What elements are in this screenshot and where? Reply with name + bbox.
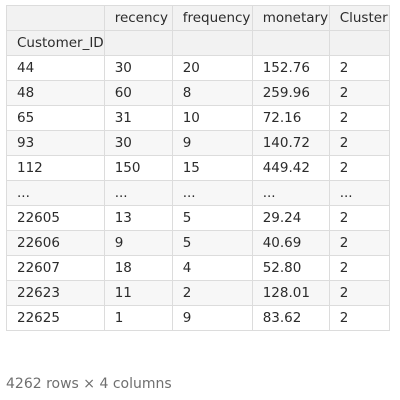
recency-cell: 11 (103, 280, 173, 306)
row-index-cell: 22623 (6, 280, 105, 306)
row-index-cell: 112 (6, 155, 105, 181)
table-row: 22605 13 5 29.24 2 (6, 205, 390, 231)
dataframe-table: recency frequency monetary Cluster Custo… (6, 5, 390, 331)
table-body: 44 30 20 152.76 2 48 60 8 259.96 2 65 31 10 72.16 2 93 3… (6, 55, 390, 331)
frequency-cell: 2 (171, 280, 253, 306)
table-row: 112 150 15 449.42 2 (6, 155, 390, 181)
table-row: 22606 9 5 40.69 2 (6, 230, 390, 256)
empty-cell (251, 30, 330, 56)
cluster-cell: 2 (328, 155, 390, 181)
frequency-cell: ... (171, 180, 253, 206)
monetary-cell: 52.80 (251, 255, 330, 281)
monetary-cell: 140.72 (251, 130, 330, 156)
index-name-row: Customer_ID (6, 30, 390, 56)
recency-cell: 18 (103, 255, 173, 281)
monetary-cell: 83.62 (251, 305, 330, 331)
row-index-cell: ... (6, 180, 105, 206)
column-header-cluster: Cluster (328, 5, 390, 31)
frequency-cell: 4 (171, 255, 253, 281)
cluster-cell: 2 (328, 55, 390, 81)
monetary-cell: 40.69 (251, 230, 330, 256)
table-row: 22623 11 2 128.01 2 (6, 280, 390, 306)
cluster-cell: 2 (328, 230, 390, 256)
cluster-cell: ... (328, 180, 390, 206)
header-corner-cell (6, 5, 105, 31)
empty-cell (103, 30, 173, 56)
row-index-cell: 65 (6, 105, 105, 131)
recency-cell: 150 (103, 155, 173, 181)
recency-cell: 60 (103, 80, 173, 106)
column-header-recency: recency (103, 5, 173, 31)
recency-cell: 31 (103, 105, 173, 131)
monetary-cell: 449.42 (251, 155, 330, 181)
row-index-cell: 22606 (6, 230, 105, 256)
monetary-cell: 259.96 (251, 80, 330, 106)
shape-summary: 4262 rows × 4 columns (6, 376, 172, 392)
recency-cell: 9 (103, 230, 173, 256)
frequency-cell: 9 (171, 130, 253, 156)
frequency-cell: 20 (171, 55, 253, 81)
column-header-frequency: frequency (171, 5, 253, 31)
column-header-monetary: monetary (251, 5, 330, 31)
cluster-cell: 2 (328, 280, 390, 306)
frequency-cell: 9 (171, 305, 253, 331)
row-index-cell: 48 (6, 80, 105, 106)
row-index-cell: 44 (6, 55, 105, 81)
recency-cell: 30 (103, 55, 173, 81)
row-index-cell: 93 (6, 130, 105, 156)
index-name: Customer_ID (6, 30, 105, 56)
table-row: ............... (6, 180, 390, 206)
recency-cell: ... (103, 180, 173, 206)
monetary-cell: 29.24 (251, 205, 330, 231)
cluster-cell: 2 (328, 305, 390, 331)
monetary-cell: 152.76 (251, 55, 330, 81)
frequency-cell: 5 (171, 205, 253, 231)
cluster-cell: 2 (328, 105, 390, 131)
cluster-cell: 2 (328, 130, 390, 156)
table-row: 44 30 20 152.76 2 (6, 55, 390, 81)
frequency-cell: 5 (171, 230, 253, 256)
monetary-cell: ... (251, 180, 330, 206)
cluster-cell: 2 (328, 80, 390, 106)
recency-cell: 30 (103, 130, 173, 156)
frequency-cell: 10 (171, 105, 253, 131)
table-row: 93 30 9 140.72 2 (6, 130, 390, 156)
row-index-cell: 22607 (6, 255, 105, 281)
table-row: 65 31 10 72.16 2 (6, 105, 390, 131)
recency-cell: 13 (103, 205, 173, 231)
row-index-cell: 22605 (6, 205, 105, 231)
frequency-cell: 15 (171, 155, 253, 181)
table-row: 48 60 8 259.96 2 (6, 80, 390, 106)
cluster-cell: 2 (328, 205, 390, 231)
row-index-cell: 22625 (6, 305, 105, 331)
frequency-cell: 8 (171, 80, 253, 106)
column-header-row: recency frequency monetary Cluster (6, 5, 390, 31)
monetary-cell: 72.16 (251, 105, 330, 131)
cluster-cell: 2 (328, 255, 390, 281)
monetary-cell: 128.01 (251, 280, 330, 306)
empty-cell (171, 30, 253, 56)
table-row: 22625 1 9 83.62 2 (6, 305, 390, 331)
empty-cell (328, 30, 390, 56)
table-row: 22607 18 4 52.80 2 (6, 255, 390, 281)
recency-cell: 1 (103, 305, 173, 331)
